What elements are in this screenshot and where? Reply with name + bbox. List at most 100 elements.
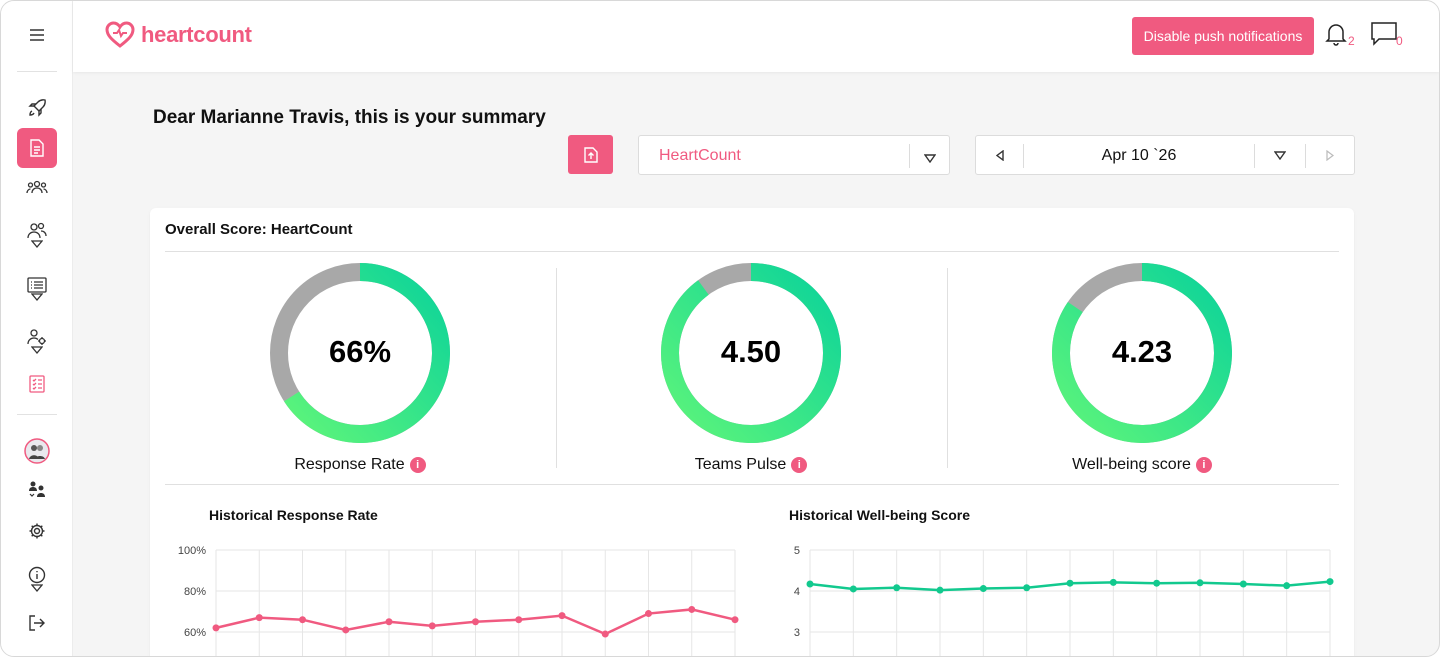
document-icon[interactable] — [17, 128, 57, 168]
gauge-divider — [947, 268, 948, 468]
data-point[interactable] — [255, 614, 263, 622]
data-point[interactable] — [979, 585, 987, 593]
data-point[interactable] — [936, 586, 944, 594]
card-divider — [165, 251, 1339, 252]
data-point[interactable] — [1239, 580, 1247, 588]
data-point[interactable] — [849, 585, 857, 593]
data-point[interactable] — [428, 622, 436, 630]
data-point[interactable] — [1283, 582, 1291, 590]
data-point[interactable] — [1023, 584, 1031, 592]
gauge-label-text: Well-being score — [1072, 456, 1191, 473]
gauge-label-text: Response Rate — [294, 456, 405, 473]
data-point[interactable] — [385, 618, 393, 626]
date-divider — [1023, 144, 1024, 168]
card-divider — [165, 484, 1339, 485]
chevron-left-icon — [995, 149, 1004, 161]
teams-pulse-gauge — [661, 263, 841, 443]
info-icon[interactable]: i — [1195, 457, 1212, 473]
data-point[interactable] — [299, 616, 306, 624]
info-icon[interactable]: i — [409, 457, 426, 473]
next-date-button[interactable] — [1306, 136, 1354, 174]
data-point[interactable] — [212, 624, 220, 632]
response-rate-value: 66% — [328, 334, 392, 369]
overall-score-card: Overall Score: HeartCount 66% Response R… — [150, 208, 1354, 656]
checklist-icon[interactable] — [17, 364, 57, 404]
gauge-label-text: Teams Pulse — [694, 456, 787, 473]
gauge-fill-arc — [284, 263, 450, 443]
gauge-fill-arc — [1052, 263, 1232, 443]
organization-select[interactable]: HeartCount — [638, 135, 950, 175]
export-button[interactable] — [568, 135, 613, 174]
chevron-right-icon — [1326, 149, 1334, 161]
data-point[interactable] — [558, 612, 566, 620]
data-point[interactable] — [472, 618, 479, 626]
response-rate-chart-title: Historical Response Rate — [209, 507, 378, 523]
data-point[interactable] — [1066, 579, 1074, 587]
well-being-chart-title: Historical Well-being Score — [789, 507, 971, 523]
date-divider — [1305, 144, 1306, 168]
data-point[interactable] — [1109, 578, 1117, 586]
response-rate-label: Response Rate i — [210, 456, 510, 474]
data-point[interactable] — [645, 610, 652, 618]
disable-push-notifications-button[interactable]: Disable push notifications — [1132, 17, 1314, 55]
date-dropdown-button[interactable] — [1255, 136, 1305, 174]
data-point[interactable] — [806, 580, 814, 588]
logo[interactable]: heartcount — [105, 21, 252, 49]
y-tick-label: 5 — [794, 545, 800, 557]
previous-date-button[interactable] — [976, 136, 1023, 174]
brand-name: heartcount — [141, 22, 252, 47]
sidebar-divider — [17, 71, 57, 72]
date-divider — [1254, 144, 1255, 168]
notifications-count: 2 — [1348, 34, 1355, 48]
data-point[interactable] — [1153, 579, 1161, 587]
messages-icon[interactable] — [1370, 21, 1398, 52]
well-being-label: Well-being score i — [992, 456, 1292, 474]
sidebar — [1, 1, 73, 656]
selected-date[interactable]: Apr 10 `26 — [1101, 147, 1177, 164]
organization-select-value: HeartCount — [659, 147, 741, 164]
menu-icon[interactable] — [17, 15, 57, 55]
survey-list-icon[interactable] — [17, 267, 57, 311]
sidebar-divider — [17, 414, 57, 415]
data-point[interactable] — [342, 626, 350, 634]
heart-logo-icon — [105, 21, 135, 48]
y-tick-label: 60% — [184, 627, 206, 639]
well-being-gauge — [1052, 263, 1232, 443]
chevron-down-icon[interactable] — [923, 150, 937, 168]
users-icon[interactable] — [17, 213, 57, 257]
teams-pulse-value: 4.50 — [720, 334, 782, 369]
gauge-divider — [556, 268, 557, 468]
date-picker: Apr 10 `26 — [975, 135, 1355, 175]
data-point[interactable] — [731, 616, 739, 624]
user-settings-icon[interactable] — [17, 319, 57, 363]
gauge-fill-arc — [661, 263, 841, 443]
info-icon[interactable]: i — [791, 457, 808, 473]
data-point[interactable] — [601, 630, 609, 638]
data-point[interactable] — [893, 584, 901, 592]
upload-file-icon — [583, 146, 598, 163]
logout-icon[interactable] — [17, 603, 57, 643]
messages-count: 0 — [1396, 34, 1403, 48]
data-point[interactable] — [1196, 579, 1204, 587]
top-bar: heartcount Disable push notifications 2 … — [73, 1, 1439, 72]
rocket-icon[interactable] — [17, 88, 57, 128]
info-icon[interactable] — [17, 557, 57, 601]
response-rate-gauge — [270, 263, 450, 443]
y-tick-label: 4 — [794, 586, 800, 598]
notifications-bell-icon[interactable] — [1323, 21, 1349, 52]
settings-icon[interactable] — [17, 511, 57, 551]
data-point[interactable] — [1326, 578, 1334, 586]
avatar[interactable] — [17, 431, 57, 471]
y-tick-label: 80% — [184, 586, 206, 598]
team-icon[interactable] — [17, 167, 57, 207]
user-switch-icon[interactable] — [17, 469, 57, 509]
well-being-value: 4.23 — [1111, 334, 1173, 369]
select-divider — [909, 144, 910, 168]
data-point[interactable] — [515, 616, 523, 624]
data-point[interactable] — [688, 605, 696, 613]
y-tick-label: 100% — [178, 545, 206, 557]
page-title: Dear Marianne Travis, this is your summa… — [153, 107, 546, 128]
chevron-down-icon — [1274, 150, 1286, 160]
well-being-chart: 5 4 3 — [794, 545, 1334, 656]
